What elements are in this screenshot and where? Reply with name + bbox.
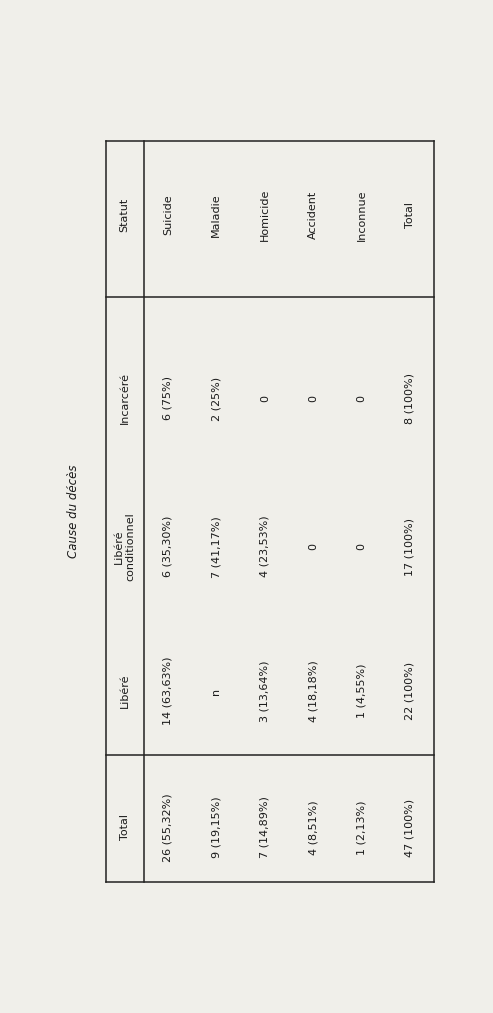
Text: 4 (23,53%): 4 (23,53%) <box>260 516 270 577</box>
Text: Libéré
conditionnel: Libéré conditionnel <box>114 513 136 581</box>
Text: Statut: Statut <box>120 198 130 232</box>
Text: 0: 0 <box>308 395 318 402</box>
Text: Total: Total <box>405 203 415 228</box>
Text: Suicide: Suicide <box>163 194 173 235</box>
Text: n: n <box>211 688 221 695</box>
Text: 9 (19,15%): 9 (19,15%) <box>211 796 221 858</box>
Text: 0: 0 <box>260 395 270 402</box>
Text: Cause du décès: Cause du décès <box>67 465 79 558</box>
Text: Accident: Accident <box>308 191 318 239</box>
Text: 4 (18,18%): 4 (18,18%) <box>308 660 318 722</box>
Text: 1 (2,13%): 1 (2,13%) <box>356 800 367 855</box>
Text: 6 (35,30%): 6 (35,30%) <box>163 516 173 577</box>
Text: 0: 0 <box>308 543 318 550</box>
Text: Total: Total <box>120 814 130 841</box>
Text: Incarcéré: Incarcéré <box>120 373 130 424</box>
Text: 6 (75%): 6 (75%) <box>163 377 173 420</box>
Text: 14 (63,63%): 14 (63,63%) <box>163 656 173 725</box>
Text: 7 (14,89%): 7 (14,89%) <box>260 796 270 858</box>
Text: 22 (100%): 22 (100%) <box>405 661 415 720</box>
Text: Inconnue: Inconnue <box>356 189 367 241</box>
Text: Homicide: Homicide <box>260 189 270 241</box>
Text: 7 (41,17%): 7 (41,17%) <box>211 516 221 577</box>
Text: 0: 0 <box>356 543 367 550</box>
Text: 0: 0 <box>356 395 367 402</box>
Text: 26 (55,32%): 26 (55,32%) <box>163 793 173 862</box>
Text: 17 (100%): 17 (100%) <box>405 518 415 575</box>
Text: 8 (100%): 8 (100%) <box>405 373 415 424</box>
Text: 1 (4,55%): 1 (4,55%) <box>356 664 367 718</box>
Text: 4 (8,51%): 4 (8,51%) <box>308 800 318 855</box>
Text: Libéré: Libéré <box>120 674 130 708</box>
Text: 2 (25%): 2 (25%) <box>211 377 221 420</box>
Text: Maladie: Maladie <box>211 193 221 237</box>
Text: 3 (13,64%): 3 (13,64%) <box>260 660 270 721</box>
Text: 47 (100%): 47 (100%) <box>405 798 415 857</box>
